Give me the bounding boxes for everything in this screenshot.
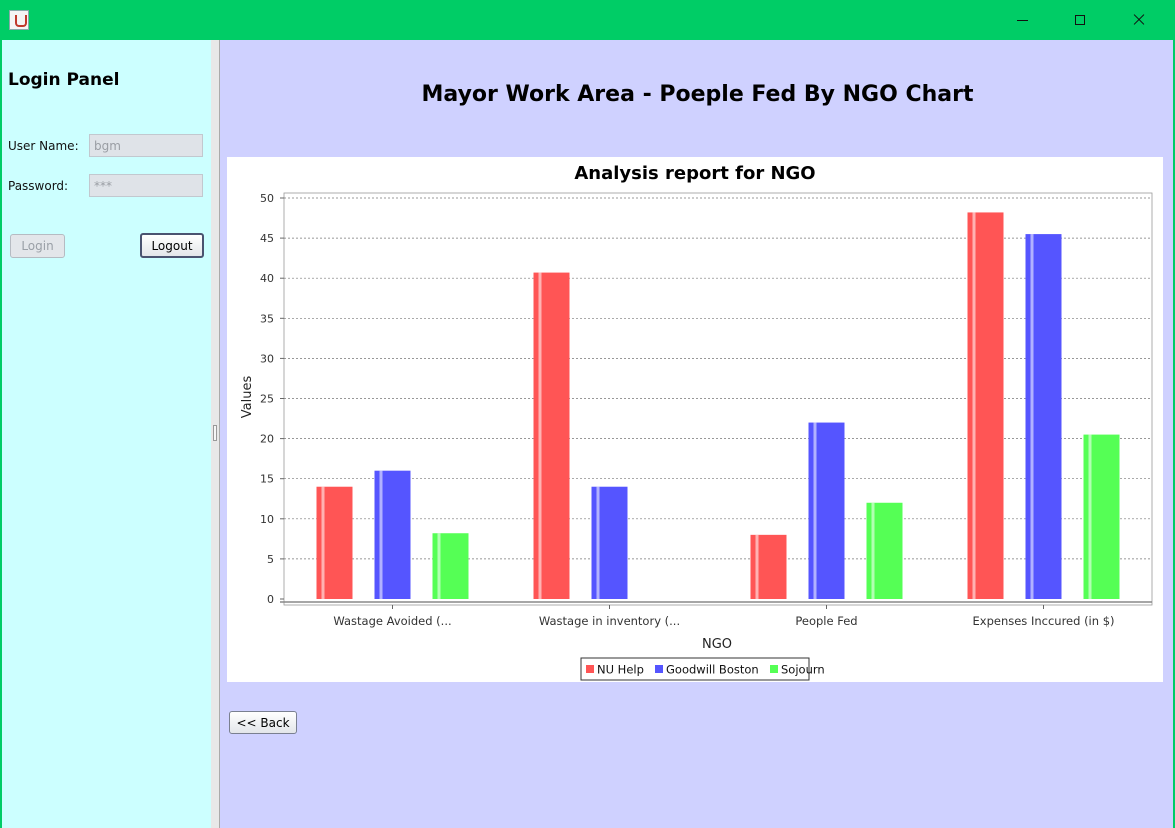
bar-highlight (1088, 434, 1092, 599)
x-tick-label: Wastage in inventory (... (539, 614, 680, 628)
plot-area (283, 192, 1153, 606)
close-button[interactable] (1110, 0, 1168, 40)
logout-button[interactable]: Logout (140, 233, 204, 258)
bar-highlight (871, 502, 875, 599)
bar-highlight (972, 212, 976, 599)
login-panel (2, 40, 212, 828)
maximize-button[interactable] (1051, 0, 1109, 40)
maximize-icon (1075, 15, 1085, 25)
bar-highlight (755, 534, 759, 599)
y-tick-label: 25 (260, 393, 274, 406)
bar-highlight (379, 470, 383, 599)
y-axis-label: Values (240, 376, 255, 419)
java-app-icon (9, 10, 29, 30)
bar-highlight (437, 533, 441, 599)
y-tick-label: 40 (260, 272, 274, 285)
x-tick-label: Wastage Avoided (... (333, 614, 451, 628)
bar-highlight (538, 272, 542, 599)
y-tick-label: 0 (267, 593, 274, 606)
chart-title: Analysis report for NGO (574, 163, 815, 184)
divider-grip-icon[interactable] (213, 425, 217, 441)
bar-highlight (813, 422, 817, 599)
bar-highlight (321, 486, 325, 599)
y-tick-label: 50 (260, 192, 274, 205)
minimize-icon (1016, 19, 1028, 21)
password-label: Password: (8, 179, 69, 193)
y-tick-label: 35 (260, 312, 274, 325)
legend-swatch (655, 665, 663, 673)
username-input[interactable] (89, 134, 203, 157)
y-tick-label: 15 (260, 473, 274, 486)
x-axis-label: NGO (702, 637, 732, 652)
legend-entry: Sojourn (781, 663, 825, 677)
username-label: User Name: (8, 139, 79, 153)
login-button[interactable]: Login (10, 234, 65, 258)
bar-chart: Analysis report for NGO 0 5 10 15 20 25 30 35 40… (240, 163, 1153, 681)
bar-highlight (596, 486, 600, 599)
legend-swatch (586, 665, 594, 673)
chart-panel: Analysis report for NGO 0 5 10 15 20 25 30 35 40… (227, 157, 1163, 682)
y-tick-label: 10 (260, 513, 274, 526)
back-button[interactable]: << Back (229, 711, 297, 734)
login-panel-title: Login Panel (8, 70, 120, 90)
minimize-button[interactable] (993, 0, 1051, 40)
y-tick-label: 45 (260, 232, 274, 245)
legend-swatch (770, 665, 778, 673)
legend-entry: NU Help (597, 663, 644, 677)
y-tick-label: 5 (267, 553, 274, 566)
page-title: Mayor Work Area - Poeple Fed By NGO Char… (421, 82, 974, 107)
legend-entry: Goodwill Boston (666, 663, 759, 677)
chart-legend: NU Help Goodwill Boston Sojourn (580, 657, 825, 681)
password-input[interactable] (89, 174, 203, 197)
x-tick-label: Expenses Inccured (in $) (973, 614, 1115, 628)
bar-highlight (1030, 234, 1034, 599)
y-tick-label: 30 (260, 352, 274, 365)
title-bar[interactable] (0, 0, 1175, 40)
y-tick-label: 20 (260, 433, 274, 446)
legend-box (580, 657, 810, 681)
x-tick-label: People Fed (795, 614, 857, 628)
close-icon (1132, 13, 1146, 27)
